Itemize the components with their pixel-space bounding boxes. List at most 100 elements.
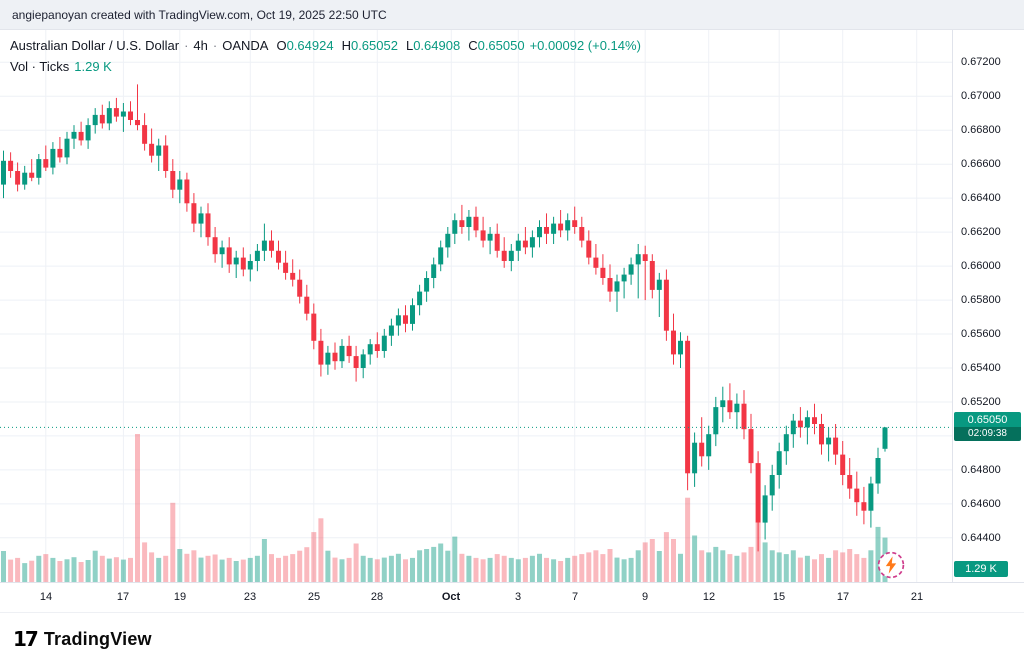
- time-axis-label: 9: [641, 591, 649, 603]
- volume-bar: [473, 557, 479, 582]
- price-scale-label: 0.66200: [961, 226, 1001, 238]
- exchange-label[interactable]: OANDA: [222, 38, 269, 53]
- volume-bar: [544, 557, 549, 582]
- volume-bar: [868, 550, 874, 582]
- candle-body: [135, 120, 140, 126]
- candle-body: [459, 220, 465, 227]
- time-axis[interactable]: 14 17 19 23 25 28 Oct 3 7 9 12 15 17 21: [0, 582, 1024, 612]
- candle-body: [642, 254, 648, 261]
- volume-bar: [36, 555, 42, 582]
- time-axis-label: 14: [39, 591, 53, 603]
- volume-value: 1.29 K: [74, 58, 112, 74]
- candle-body: [473, 216, 479, 231]
- candle-body: [508, 250, 514, 261]
- volume-bar: [177, 549, 183, 582]
- candle-body: [290, 272, 296, 280]
- candle-body: [120, 111, 126, 117]
- candle-body: [15, 171, 21, 185]
- volume-study-label[interactable]: Vol · Ticks: [10, 58, 70, 74]
- candle-body: [8, 160, 14, 171]
- volume-bar: [494, 554, 500, 582]
- volume-bar: [861, 557, 867, 582]
- attribution-text: angiepanoyan created with TradingView.co…: [12, 7, 387, 22]
- volume-bar: [812, 559, 817, 582]
- volume-bar: [212, 554, 218, 582]
- volume-bar: [71, 557, 77, 582]
- volume-bar: [586, 552, 592, 582]
- time-axis-label: 17: [836, 591, 850, 603]
- volume-bar: [579, 554, 585, 582]
- candle-body: [452, 220, 458, 234]
- candlestick-chart[interactable]: [0, 30, 952, 582]
- volume-bar: [840, 552, 846, 582]
- candle-body: [572, 220, 578, 227]
- volume-bar: [1, 551, 6, 582]
- candle-body: [663, 279, 669, 331]
- volume-bar: [628, 557, 634, 582]
- volume-bar: [508, 557, 514, 582]
- volume-bar: [311, 532, 317, 582]
- volume-bar: [99, 555, 105, 582]
- volume-bar: [29, 560, 35, 582]
- candle-body: [85, 125, 91, 141]
- candle-body: [71, 131, 77, 139]
- volume-bar: [8, 559, 14, 582]
- volume-bar: [663, 532, 669, 582]
- volume-bar: [854, 554, 860, 582]
- candle-body: [762, 495, 768, 523]
- candle-body: [741, 403, 747, 430]
- candle-body: [113, 108, 119, 117]
- lightning-icon[interactable]: [877, 551, 905, 579]
- candle-body: [706, 434, 712, 457]
- symbol-title[interactable]: Australian Dollar / U.S. Dollar: [10, 38, 180, 53]
- volume-bar: [22, 563, 28, 582]
- candle-body: [226, 247, 232, 265]
- volume-bar: [149, 552, 155, 582]
- time-axis-label: 28: [370, 591, 384, 603]
- tradingview-logo[interactable]: 17 TradingView: [13, 627, 152, 651]
- time-axis-label: 19: [173, 591, 187, 603]
- price-scale-label: 0.65800: [961, 294, 1001, 306]
- volume-bar: [480, 559, 486, 582]
- time-axis-label: Oct: [441, 591, 461, 603]
- volume-bar: [515, 559, 521, 582]
- candle-body: [1, 160, 6, 185]
- candle-body: [424, 278, 430, 292]
- ohlc-open: O0.64924: [276, 38, 334, 53]
- candle-body: [678, 340, 683, 355]
- candle-body: [304, 296, 310, 314]
- volume-bar: [678, 553, 683, 582]
- volume-bar: [353, 543, 359, 582]
- volume-bar: [424, 549, 430, 582]
- candle-body: [353, 356, 359, 368]
- price-change: +0.00092 (+0.14%): [529, 38, 641, 53]
- volume-bar: [804, 555, 810, 582]
- candle-body: [297, 279, 303, 297]
- interval-label[interactable]: 4h: [193, 38, 208, 53]
- candle-body: [36, 159, 42, 178]
- candle-body: [431, 264, 437, 278]
- volume-bar: [332, 557, 338, 582]
- candle-body: [233, 257, 239, 265]
- candle-body: [163, 145, 169, 171]
- time-axis-label: 12: [702, 591, 716, 603]
- price-scale[interactable]: 0.65050 02:09:38 1.29 K 0.67200 0.67000 0.…: [952, 30, 1024, 582]
- volume-bar: [219, 559, 225, 582]
- volume-bar: [360, 555, 366, 582]
- volume-bar: [269, 554, 274, 582]
- volume-bar: [706, 552, 712, 582]
- candle-body: [367, 344, 373, 355]
- candle-body: [487, 233, 493, 241]
- candle-body: [692, 442, 698, 474]
- candle-body: [868, 483, 874, 511]
- candle-body: [621, 274, 627, 282]
- volume-bar: [417, 550, 423, 582]
- current-price-badge: 0.65050 02:09:38: [954, 412, 1021, 441]
- volume-bar: [748, 546, 754, 582]
- volume-bar: [699, 550, 705, 582]
- candle-body: [381, 335, 387, 351]
- volume-bar: [290, 554, 296, 582]
- candle-body: [649, 261, 655, 290]
- volume-bar: [297, 550, 303, 582]
- volume-bar: [339, 559, 345, 582]
